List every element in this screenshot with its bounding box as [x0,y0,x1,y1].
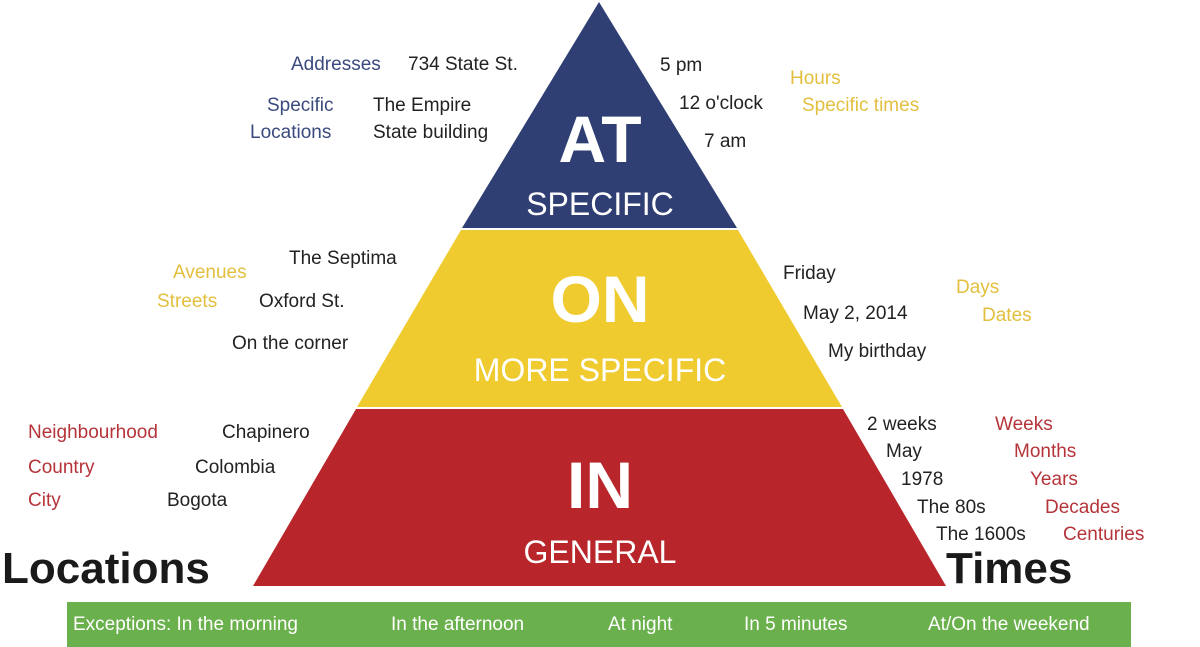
in-location-example: Colombia [195,457,276,478]
at-location-category: Specific [267,95,334,116]
on-time-example: May 2, 2014 [803,303,908,324]
on-location-example: The Septima [289,248,397,269]
at-time-category: Hours [790,68,841,89]
in-time-category: Weeks [995,414,1053,435]
exception-item: At night [608,614,673,635]
on-tier-subtitle: MORE SPECIFIC [473,352,727,388]
in-location-example: Chapinero [222,422,310,443]
in-time-example: 1978 [901,469,944,490]
at-tier-subtitle: SPECIFIC [526,186,674,222]
exception-item: In the afternoon [391,614,525,635]
exception-item: In 5 minutes [744,614,848,635]
at-location-example: The Empire [373,95,472,116]
at-location-category: Addresses [291,54,381,75]
on-location-example: On the corner [232,333,349,354]
on-time-example: Friday [783,263,836,284]
in-location-category: Country [28,457,95,478]
in-tier-subtitle: GENERAL [523,534,677,570]
in-tier-title: IN [567,448,633,522]
exceptions-bar: Exceptions: In the morning In the aftern… [67,602,1131,647]
in-tier-shape [253,409,946,586]
exception-item: At/On the weekend [928,614,1090,635]
exception-item: Exceptions: In the morning [73,614,298,635]
at-tier-title: AT [558,102,642,176]
in-time-example: The 1600s [936,524,1026,545]
at-time-category: Specific times [802,95,920,116]
on-time-example: My birthday [828,341,927,362]
at-time-example: 7 am [704,131,747,152]
in-time-category: Years [1030,469,1078,490]
locations-heading: Locations [2,544,210,593]
in-time-example: May [886,441,922,462]
at-location-category: Locations [250,122,332,143]
on-location-category: Avenues [173,262,247,283]
on-tier-shape [357,230,842,407]
on-location-category: Streets [157,291,218,312]
at-tier-shape [462,2,737,228]
pyramid [253,2,946,586]
on-tier-title: ON [550,262,650,336]
at-time-example: 12 o'clock [679,93,763,114]
in-location-example: Bogota [167,490,228,511]
at-location-example: 734 State St. [408,54,518,75]
on-time-category: Days [956,277,1000,298]
in-time-category: Centuries [1063,524,1145,545]
on-time-category: Dates [982,305,1032,326]
at-time-example: 5 pm [660,55,703,76]
in-time-category: Months [1014,441,1077,462]
in-location-category: City [28,490,61,511]
in-time-category: Decades [1045,497,1120,518]
times-heading: Times [946,544,1073,593]
in-time-example: 2 weeks [867,414,937,435]
at-location-example: State building [373,122,489,143]
in-location-category: Neighbourhood [28,422,158,443]
in-time-example: The 80s [917,497,986,518]
on-location-example: Oxford St. [259,291,345,312]
